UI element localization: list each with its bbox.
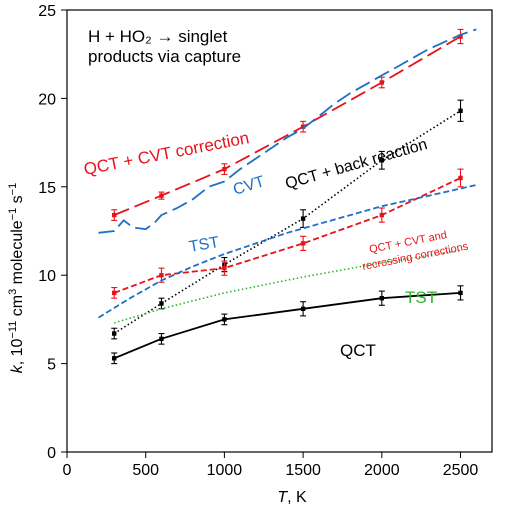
series-4 <box>98 184 477 319</box>
data-point <box>300 216 306 221</box>
y-tick-label: 10 <box>38 268 56 285</box>
data-point <box>159 273 164 278</box>
x-tick-label: 2500 <box>443 462 479 479</box>
series-line <box>113 292 461 360</box>
data-point <box>379 295 385 301</box>
series-line <box>113 249 461 324</box>
data-point <box>159 301 164 306</box>
data-point <box>379 80 385 85</box>
data-point <box>379 158 385 163</box>
data-point <box>458 175 463 181</box>
series-0 <box>111 28 464 221</box>
data-point <box>222 317 227 322</box>
series-line <box>98 184 477 319</box>
series-annotation: CVT <box>231 173 267 199</box>
series-line <box>113 177 461 294</box>
series-annotation: TST <box>405 288 437 307</box>
series-line <box>98 28 477 234</box>
x-tick-label: 0 <box>63 462 72 479</box>
data-point <box>112 356 117 361</box>
series-annotation: QCT <box>340 341 376 360</box>
data-point <box>159 336 164 342</box>
x-axis-title: T, K <box>277 489 307 506</box>
data-point <box>159 193 164 198</box>
series-annotation: QCT + back reaction <box>283 136 429 193</box>
box-text-line-1: H + HO₂ → singlet <box>88 27 228 46</box>
series-line <box>113 35 461 216</box>
plot-frame <box>66 9 493 453</box>
series-5 <box>113 249 461 324</box>
box-text-line-2: products via capture <box>88 47 241 66</box>
data-point <box>458 290 463 296</box>
series-6 <box>111 285 464 365</box>
data-point <box>112 212 117 218</box>
data-point <box>379 212 385 218</box>
series-annotation: QCT + CVT correction <box>82 128 251 179</box>
y-axis-title: k, 10−11 cm3 molecule−1 s−1 <box>7 183 26 373</box>
data-point <box>300 306 306 311</box>
y-tick-label: 5 <box>47 357 56 374</box>
x-tick-label: 2000 <box>364 462 400 479</box>
data-point <box>222 166 227 172</box>
x-tick-label: 1000 <box>207 462 243 479</box>
y-tick-label: 25 <box>38 3 56 20</box>
y-tick-label: 15 <box>38 180 56 197</box>
x-tick-label: 1500 <box>285 462 321 479</box>
data-point <box>458 108 463 113</box>
data-point <box>300 241 306 246</box>
data-point <box>112 290 117 296</box>
data-point <box>458 34 463 39</box>
series-1 <box>98 28 477 234</box>
series-annotation: TST <box>188 234 221 256</box>
y-tick-label: 20 <box>38 91 56 108</box>
y-tick-label: 0 <box>47 445 56 462</box>
data-point <box>112 331 117 336</box>
data-point <box>222 265 227 271</box>
data-point <box>300 124 306 129</box>
x-tick-label: 500 <box>132 462 159 479</box>
